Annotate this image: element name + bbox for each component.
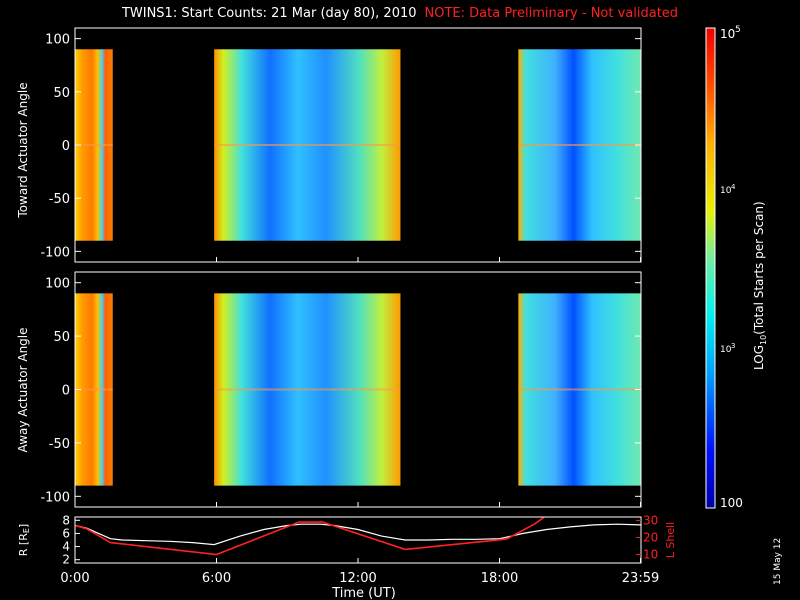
panel3-ytick-label: 8 xyxy=(62,513,70,527)
chart-title-main: TWINS1: Start Counts: 21 Mar (day 80), 2… xyxy=(121,6,417,21)
panel2-ytick-label: 100 xyxy=(45,277,70,292)
colorbar-tick-1e5: 10 5 xyxy=(720,25,741,41)
lshell-series-line xyxy=(75,517,546,556)
colorbar xyxy=(706,28,715,508)
panel3-ytick-right-label: 10 xyxy=(643,547,658,561)
colorbar-tick-label: 10 xyxy=(720,345,732,355)
date-stamp: 15 May 12 xyxy=(773,537,783,585)
panel3-ytick-right-label: 20 xyxy=(643,530,658,544)
panel3-ytick-label: 2 xyxy=(62,553,70,567)
colorbar-tick-exponent: 4 xyxy=(731,183,736,191)
panel1-ylabel: Toward Actuator Angle xyxy=(16,82,30,218)
colorbar-tick-exponent: 3 xyxy=(731,342,735,350)
panel3-xtick-label: 12:00 xyxy=(339,571,376,586)
panel1-ytick-label: 50 xyxy=(53,86,70,101)
panel3-background xyxy=(75,517,641,563)
colorbar-tick-label: 10 xyxy=(720,186,732,196)
panel3-xtick-label: 18:00 xyxy=(481,571,518,586)
colorbar-tick-label: 100 xyxy=(720,496,743,510)
panel1-ytick-label: 100 xyxy=(45,33,70,48)
panel1-ytick-label: 0 xyxy=(62,139,70,154)
panel1-ytick-label: -100 xyxy=(40,245,70,260)
panel2-ytick-label: 0 xyxy=(62,384,70,399)
panel1-ytick-label: -50 xyxy=(49,192,70,207)
panel2-ytick-label: -100 xyxy=(40,490,70,505)
panel3-ytick-label: 4 xyxy=(62,540,70,554)
panel3-xtick-label: 23:59 xyxy=(622,571,659,586)
panel3-ytick-right-label: 30 xyxy=(643,513,658,527)
panel3-ytick-label: 6 xyxy=(62,526,70,540)
panel3-xtick-label: 6:00 xyxy=(202,571,231,586)
panel3-ylabel: R [RE] xyxy=(17,524,31,556)
colorbar-tick-100: 100 xyxy=(720,496,743,510)
panel2-ytick-label: 50 xyxy=(53,330,70,345)
panel2-ytick-label: -50 xyxy=(49,437,70,452)
colorbar-tick-1e3: 10 3 xyxy=(720,342,735,355)
panel3-xlabel: Time (UT) xyxy=(331,586,396,600)
panel3-ylabel-right: L Shell xyxy=(664,522,677,558)
colorbar-frame xyxy=(705,27,716,509)
colorbar-tick-label: 10 xyxy=(720,27,735,41)
chart-title-note: NOTE: Data Preliminary - Not validated xyxy=(424,6,679,21)
chart-title: TWINS1: Start Counts: 21 Mar (day 80), 2… xyxy=(0,6,800,21)
panel2-ylabel: Away Actuator Angle xyxy=(16,327,30,452)
colorbar-label: LOG10(Total Starts per Scan) xyxy=(752,201,768,370)
colorbar-tick-1e4: 10 4 xyxy=(720,183,736,196)
panel3-xtick-label: 0:00 xyxy=(60,571,89,586)
colorbar-tick-exponent: 5 xyxy=(735,25,741,35)
